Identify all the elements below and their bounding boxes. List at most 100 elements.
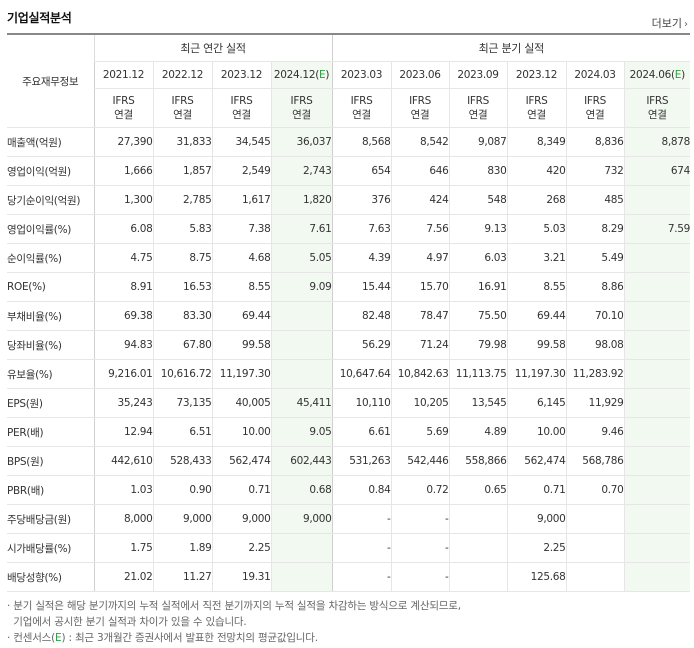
table-cell: 7.59	[623, 214, 690, 244]
row-label: 순이익률(%)	[7, 243, 94, 273]
table-cell: 654	[331, 156, 392, 186]
table-row: 주당배당금(원) 8,000 9,000 9,000 9,000- -9,000	[7, 504, 691, 534]
table-cell: 16.91	[448, 272, 508, 302]
consolidation-type: 연결	[647, 109, 667, 121]
table-cell: 8.91	[93, 272, 153, 302]
table-cell: 71.24	[390, 330, 450, 360]
table-cell: 0.70	[565, 475, 625, 505]
more-link[interactable]: 더보기 ›	[652, 15, 688, 31]
footnote-2: 기업에서 공시한 분기 실적과 차이가 있을 수 있습니다.	[7, 616, 247, 628]
consolidation-type: 연결	[410, 109, 430, 121]
table-cell: 4.97	[390, 243, 450, 273]
table-cell: 11.27	[152, 562, 212, 592]
accounting-standard: IFRS	[171, 95, 194, 107]
table-cell: 830	[448, 156, 508, 186]
table-cell: 1,617	[211, 185, 271, 215]
table-cell: 542,446	[390, 446, 450, 476]
accounting-standard: IFRS	[230, 95, 253, 107]
table-cell: 376	[331, 185, 392, 215]
row-label: 주당배당금(원)	[7, 504, 94, 534]
table-row: PBR(배) 1.03 0.90 0.71 0.68 0.84 0.72 0.65 0.71 0.…	[7, 475, 691, 505]
row-label: 부채비율(%)	[7, 301, 94, 331]
table-cell: 2,785	[152, 185, 212, 215]
table-cell: 568,786	[565, 446, 625, 476]
row-label: 시가배당률(%)	[7, 533, 94, 563]
table-cell: 5.69	[390, 417, 450, 447]
table-cell	[565, 562, 625, 592]
table-cell	[623, 562, 691, 592]
table-cell: 11,197.30	[211, 359, 271, 389]
quarter-group-header: 최근 분기 실적	[331, 33, 691, 62]
accounting-standard: IFRS	[290, 95, 313, 107]
table-cell	[623, 330, 691, 360]
table-cell: 4.39	[331, 243, 392, 273]
table-cell: 13,545	[448, 388, 508, 418]
more-label[interactable]: 더보기	[651, 17, 682, 30]
period-date: 2024.06(E)	[623, 61, 691, 89]
table-cell: 1.03	[93, 475, 153, 505]
table-cell: 10.00	[506, 417, 567, 447]
table-cell: 16.53	[152, 272, 212, 302]
financial-table-body: 매출액(억원) 27,390 31,833 34,545 36,037 8,568 8,54…	[7, 127, 691, 592]
table-cell: -	[390, 562, 450, 592]
table-cell: 36,037	[270, 127, 333, 157]
table-cell	[270, 301, 333, 331]
table-cell: 0.71	[211, 475, 271, 505]
table-cell: 94.83	[93, 330, 153, 360]
accounting-standard: IFRS	[112, 95, 135, 107]
period-date-row: 2021.12 2022.12 2023.12 2024.12(E) 2023.03 20…	[7, 61, 691, 89]
row-label: 영업이익률(%)	[7, 214, 94, 244]
footnotes: · 분기 실적은 해당 분기까지의 누적 실적에서 직전 분기까지의 누적 실적…	[7, 598, 461, 646]
table-cell: 9.05	[270, 417, 333, 447]
table-cell: 9,000	[152, 504, 212, 534]
table-cell	[270, 359, 333, 389]
table-cell: 10.00	[211, 417, 271, 447]
accounting-standard: IFRS	[584, 95, 606, 107]
table-cell: 8.75	[152, 243, 212, 273]
table-cell	[270, 562, 333, 592]
table-cell: 9.09	[270, 272, 333, 302]
table-cell	[565, 533, 625, 563]
table-cell: 31,833	[152, 127, 212, 157]
row-label: 매출액(억원)	[7, 127, 94, 157]
table-cell: 9,000	[270, 504, 333, 534]
table-cell: 420	[506, 156, 567, 186]
table-cell: 424	[390, 185, 450, 215]
table-row: ROE(%) 8.91 16.53 8.55 9.09 15.44 15.70 16.91 8.…	[7, 272, 691, 302]
table-cell	[270, 330, 333, 360]
table-row: 매출액(억원) 27,390 31,833 34,545 36,037 8,568 8,54…	[7, 127, 690, 157]
table-cell: 11,113.75	[448, 359, 508, 389]
table-cell: 8.55	[211, 272, 271, 302]
table-cell: 69.44	[211, 301, 271, 331]
table-cell: -	[331, 533, 392, 563]
table-cell: 2,743	[270, 156, 333, 186]
estimate-marker: E	[674, 69, 682, 81]
table-cell: 10,842.63	[390, 359, 450, 389]
period-standard: IFRS 연결	[270, 88, 333, 128]
footnote-3-prefix: · 컨센서스(	[7, 632, 56, 644]
table-cell: 10,110	[331, 388, 392, 418]
period-date: 2023.12	[506, 61, 567, 89]
table-cell: 8.86	[565, 272, 625, 302]
table-cell: 6.51	[152, 417, 212, 447]
accounting-standard: IFRS	[525, 95, 548, 107]
table-cell: 79.98	[448, 330, 508, 360]
table-cell: 10,647.64	[331, 359, 392, 389]
table-cell: 3.21	[506, 243, 567, 273]
table-cell: 485	[565, 185, 625, 215]
table-cell: 8,349	[506, 127, 567, 157]
table-row: 영업이익(억원) 1,666 1,857 2,549 2,743 654 646 830 420…	[7, 156, 690, 186]
period-date: 2023.12	[211, 61, 271, 89]
period-date: 2024.03	[565, 61, 625, 89]
row-label: EPS(원)	[7, 388, 94, 418]
table-cell	[623, 533, 691, 563]
footnote-3: · 컨센서스(E) : 최근 3개월간 증권사에서 발표한 전망치의 평균값입니…	[7, 630, 461, 646]
table-cell: 5.49	[565, 243, 625, 273]
row-label: PER(배)	[7, 417, 94, 447]
table-cell: 19.31	[211, 562, 271, 592]
period-date: 2021.12	[93, 61, 153, 89]
table-cell: 7.56	[390, 214, 450, 244]
table-row: 배당성향(%) 21.02 11.27 19.31 - - 125.68	[7, 562, 691, 592]
table-cell: -	[331, 562, 392, 592]
table-cell: 45,411	[270, 388, 333, 418]
